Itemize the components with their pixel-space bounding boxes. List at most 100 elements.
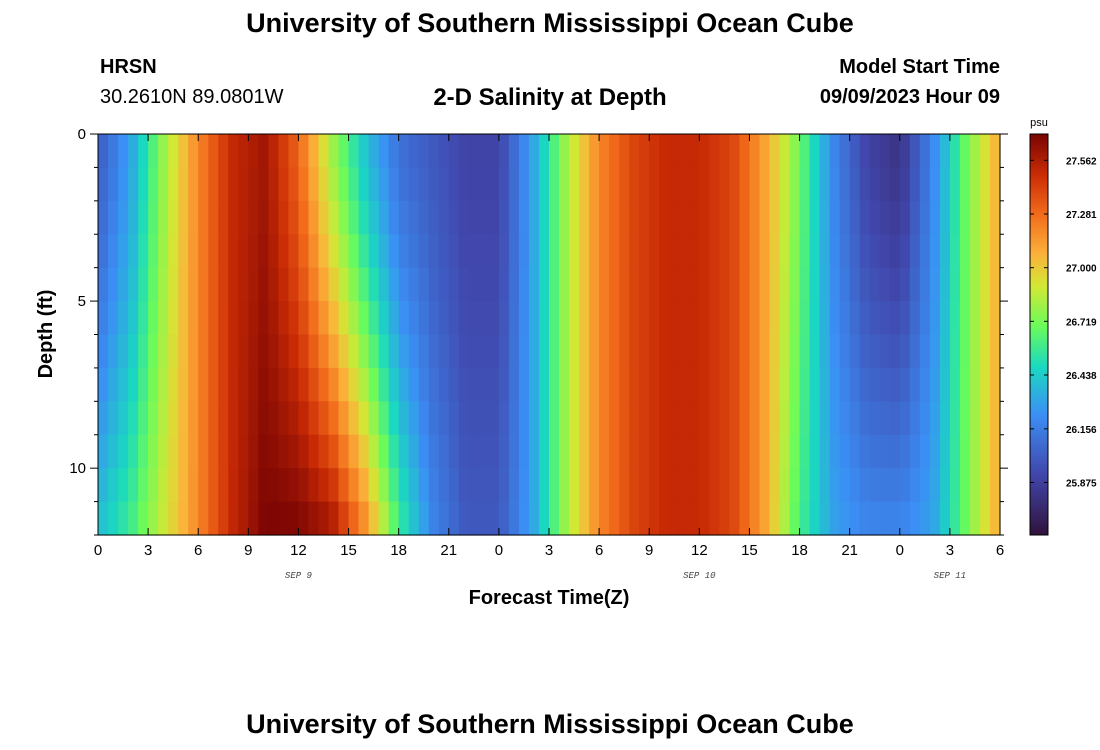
heatmap-cell (639, 167, 650, 202)
heatmap-cell (979, 167, 991, 202)
heatmap-cell (168, 167, 179, 202)
heatmap-cell (689, 301, 700, 336)
heatmap-cell (168, 434, 179, 469)
heatmap-cell (629, 267, 640, 302)
heatmap-cell (108, 134, 119, 169)
heatmap-cell (729, 434, 741, 469)
heatmap-cell (388, 367, 400, 402)
heatmap-cell (899, 334, 911, 369)
heatmap-cell (168, 301, 179, 336)
heatmap-cell (528, 267, 540, 302)
heatmap-cell (198, 234, 209, 269)
heatmap-cell (128, 367, 139, 402)
colorbar-tick-label: 27.000 (1066, 264, 1097, 275)
heatmap-cell (468, 267, 480, 302)
heatmap-cell (208, 167, 219, 202)
heatmap-cell (368, 468, 380, 503)
heatmap-cells (98, 134, 1001, 536)
heatmap-cell (168, 501, 179, 536)
heatmap-cell (318, 501, 330, 536)
colorbar-tick-label: 25.875 (1066, 478, 1097, 489)
heatmap-cell (759, 134, 771, 169)
heatmap-cell (308, 301, 320, 336)
heatmap-cell (218, 234, 229, 269)
heatmap-cell (138, 200, 149, 235)
heatmap-cell (318, 234, 330, 269)
heatmap-cell (208, 501, 219, 536)
x-tick-label: 21 (841, 542, 858, 559)
heatmap-cell (689, 167, 700, 202)
heatmap-cell (609, 434, 620, 469)
heatmap-cell (338, 234, 350, 269)
heatmap-cell (729, 267, 741, 302)
heatmap-cell (549, 434, 560, 469)
heatmap-cell (629, 334, 640, 369)
heatmap-cell (759, 501, 771, 536)
heatmap-cell (408, 134, 420, 169)
heatmap-cell (859, 468, 871, 503)
heatmap-cell (498, 301, 510, 336)
heatmap-cell (559, 301, 570, 336)
heatmap-cell (879, 267, 891, 302)
heatmap-cell (729, 367, 741, 402)
heatmap-cell (508, 301, 520, 336)
heatmap-cell (208, 134, 219, 169)
heatmap-cell (919, 434, 931, 469)
heatmap-cell (859, 167, 871, 202)
heatmap-cell (909, 200, 921, 235)
heatmap-cell (949, 334, 961, 369)
heatmap-cell (649, 267, 660, 302)
heatmap-cell (829, 267, 841, 302)
heatmap-cell (619, 267, 630, 302)
heatmap-cell (458, 501, 470, 536)
heatmap-cell (839, 200, 851, 235)
heatmap-cell (929, 367, 941, 402)
heatmap-cell (909, 167, 921, 202)
heatmap-cell (779, 200, 791, 235)
heatmap-cell (819, 234, 831, 269)
heatmap-cell (398, 501, 410, 536)
heatmap-cell (98, 367, 109, 402)
station-coordinates: 30.2610N 89.0801W (100, 86, 284, 108)
heatmap-cell (118, 267, 129, 302)
heatmap-cell (669, 234, 680, 269)
y-axis: 0 5 10 (69, 126, 1008, 536)
heatmap-cell (549, 267, 560, 302)
heatmap-cell (428, 134, 440, 169)
x-axis-title: Forecast Time(Z) (469, 587, 630, 609)
heatmap-cell (649, 167, 660, 202)
heatmap-cell (679, 267, 690, 302)
heatmap-cell (979, 301, 991, 336)
heatmap-cell (739, 200, 751, 235)
heatmap-cell (969, 468, 981, 503)
date-label: SEP 9 (285, 571, 313, 581)
heatmap-cell (418, 301, 430, 336)
heatmap-cell (428, 401, 440, 436)
heatmap-cell (829, 434, 841, 469)
heatmap-cell (749, 367, 761, 402)
heatmap-cell (418, 367, 430, 402)
heatmap-cell (779, 267, 791, 302)
heatmap-cell (348, 468, 360, 503)
heatmap-cell (98, 334, 109, 369)
heatmap-cell (869, 468, 881, 503)
heatmap-cell (709, 401, 720, 436)
heatmap-cell (689, 234, 700, 269)
heatmap-cell (709, 134, 720, 169)
heatmap-cell (188, 434, 199, 469)
heatmap-cell (458, 434, 470, 469)
heatmap-cell (749, 401, 761, 436)
heatmap-cell (769, 234, 781, 269)
heatmap-cell (428, 267, 440, 302)
heatmap-cell (498, 401, 510, 436)
heatmap-cell (348, 401, 360, 436)
heatmap-cell (268, 367, 279, 402)
heatmap-cell (188, 334, 199, 369)
heatmap-cell (929, 200, 941, 235)
heatmap-cell (959, 234, 971, 269)
heatmap-cell (889, 468, 901, 503)
heatmap-cell (368, 434, 380, 469)
heatmap-cell (849, 367, 861, 402)
heatmap-cell (669, 334, 680, 369)
heatmap-cell (408, 334, 420, 369)
